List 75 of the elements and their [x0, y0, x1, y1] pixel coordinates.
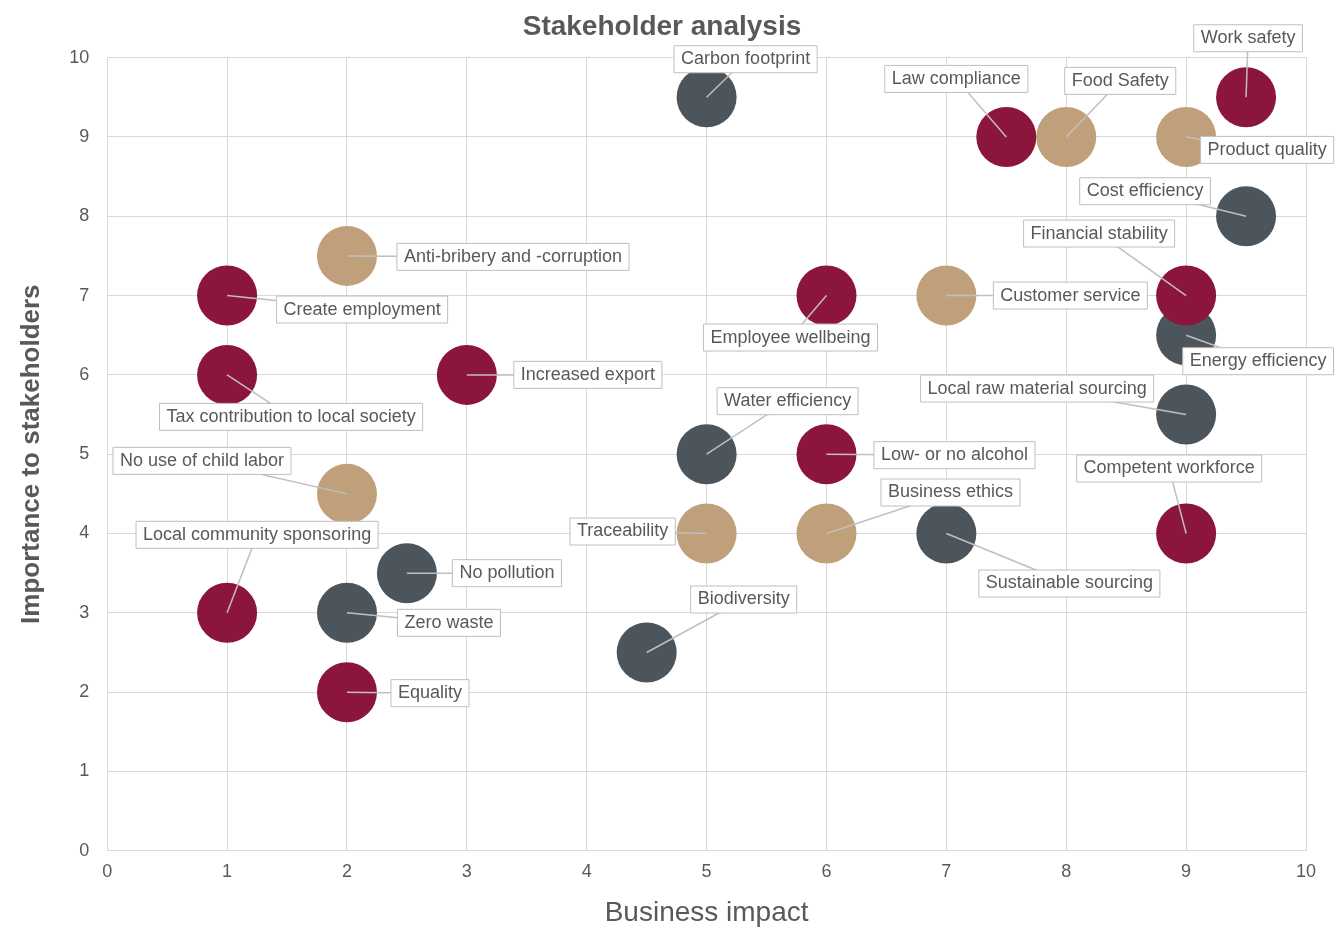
y-axis-title: Importance to stakeholders — [14, 284, 45, 624]
x-tick-label: 6 — [821, 860, 832, 881]
annotation: Low- or no alcohol — [880, 444, 1029, 465]
annotation: Employee wellbeing — [710, 326, 871, 347]
x-tick-label: 3 — [461, 860, 472, 881]
annotation: Biodiversity — [697, 588, 790, 609]
point — [1216, 67, 1277, 128]
point — [197, 265, 258, 326]
annotation: Tax contribution to local society — [166, 405, 416, 426]
annotation: No pollution — [459, 562, 555, 583]
annotation: Cost efficiency — [1086, 180, 1204, 201]
annotation: Water efficiency — [724, 390, 852, 411]
x-tick-label: 5 — [701, 860, 712, 881]
y-tick-label: 7 — [79, 284, 90, 305]
point — [616, 622, 677, 683]
y-tick-label: 0 — [79, 839, 90, 860]
point — [676, 503, 737, 564]
point — [376, 543, 437, 604]
x-tick-label: 9 — [1181, 860, 1192, 881]
point — [916, 265, 977, 326]
point — [796, 503, 857, 564]
x-tick-label: 4 — [581, 860, 592, 881]
x-tick-label: 0 — [102, 860, 113, 881]
y-tick-label: 8 — [79, 205, 90, 226]
annotation: Traceability — [576, 520, 669, 541]
point — [316, 463, 377, 524]
y-tick-label: 5 — [79, 443, 90, 464]
y-tick-label: 3 — [79, 601, 90, 622]
x-tick-label: 1 — [222, 860, 233, 881]
annotation: Customer service — [1000, 284, 1141, 305]
annotation: Local raw material sourcing — [927, 377, 1147, 398]
chart-title: Stakeholder analysis — [522, 9, 802, 41]
annotation: Anti-bribery and -corruption — [403, 245, 623, 266]
point — [1156, 503, 1217, 564]
point — [976, 106, 1037, 167]
point — [1156, 384, 1217, 445]
annotation: Competent workforce — [1083, 457, 1255, 478]
y-tick-label: 4 — [79, 522, 90, 543]
annotation: Business ethics — [887, 481, 1014, 502]
y-tick-label: 1 — [79, 760, 90, 781]
x-tick-label: 7 — [941, 860, 952, 881]
point — [676, 424, 737, 485]
point — [1036, 106, 1097, 167]
point — [1156, 265, 1217, 326]
annotation: Local community sponsoring — [143, 523, 372, 544]
point — [796, 265, 857, 326]
point — [436, 344, 497, 405]
y-tick-label: 10 — [69, 46, 90, 67]
annotation: Product quality — [1207, 138, 1327, 159]
point — [796, 424, 857, 485]
annotation: Sustainable sourcing — [985, 572, 1153, 593]
annotation: Zero waste — [404, 611, 494, 632]
point — [316, 225, 377, 286]
point — [197, 582, 258, 643]
y-tick-label: 2 — [79, 681, 90, 702]
annotation: Equality — [397, 682, 462, 703]
y-tick-label: 9 — [79, 125, 90, 146]
x-tick-label: 10 — [1295, 860, 1317, 881]
annotation: Food Safety — [1071, 69, 1169, 90]
annotation: Financial stability — [1030, 222, 1168, 243]
annotation: Carbon footprint — [681, 48, 811, 69]
annotation: No use of child labor — [119, 449, 285, 470]
y-tick-label: 6 — [79, 363, 90, 384]
annotation: Create employment — [283, 298, 441, 319]
point — [197, 344, 258, 405]
annotation: Work safety — [1200, 27, 1296, 48]
annotation: Energy efficiency — [1189, 350, 1327, 371]
annotation: Law compliance — [891, 67, 1021, 88]
x-tick-label: 8 — [1061, 860, 1072, 881]
annotation: Increased export — [520, 363, 655, 384]
x-tick-label: 2 — [341, 860, 352, 881]
point — [1216, 186, 1277, 247]
point — [316, 582, 377, 643]
point — [316, 662, 377, 723]
x-axis-title: Business impact — [604, 895, 809, 927]
